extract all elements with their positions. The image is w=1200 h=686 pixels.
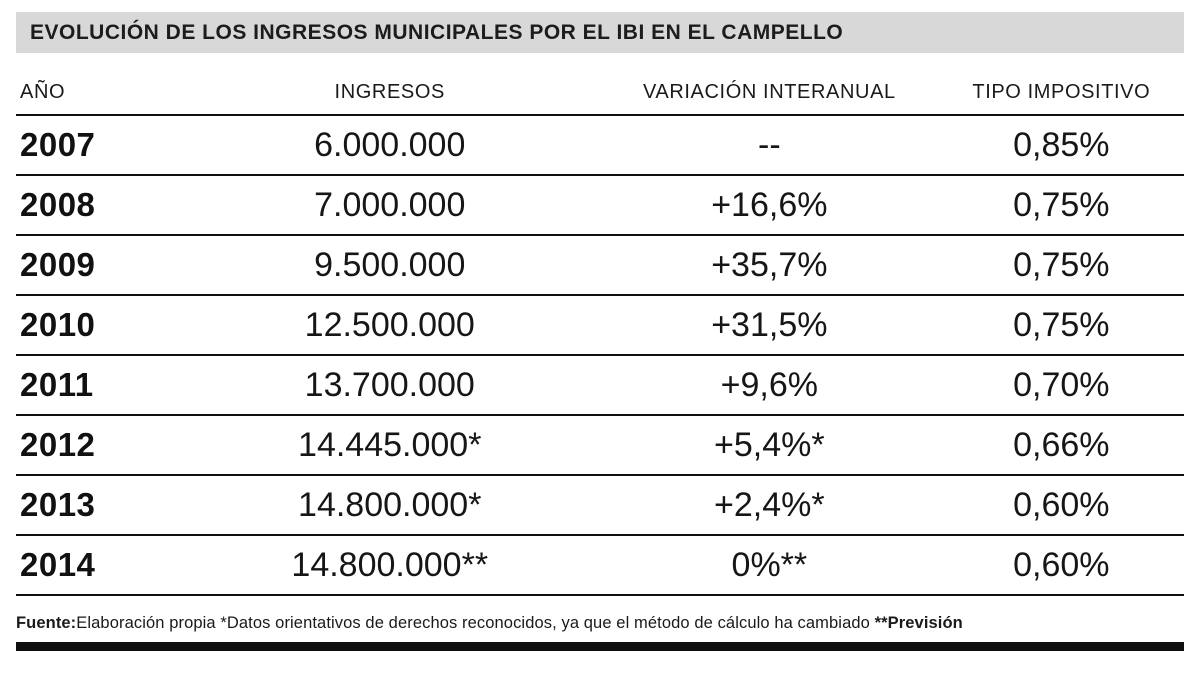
column-header-year: AÑO xyxy=(20,81,66,103)
bottom-rule-bar xyxy=(16,642,1184,651)
source-text: Elaboración propia xyxy=(76,614,221,632)
tipo-cell: 0,75% xyxy=(1013,245,1110,284)
ingresos-cell: 7.000.000 xyxy=(314,185,466,224)
source-label: Fuente: xyxy=(16,614,77,632)
variacion-cell: +5,4%* xyxy=(714,425,825,464)
ingresos-cell: 9.500.000 xyxy=(314,245,466,284)
variacion-cell: +35,7% xyxy=(711,245,828,284)
tipo-cell: 0,85% xyxy=(1013,125,1110,164)
variacion-cell: -- xyxy=(758,125,781,164)
table-row: 2007 6.000.000 -- 0,85% xyxy=(16,116,1184,176)
ingresos-cell: 6.000.000 xyxy=(314,125,466,164)
tipo-cell: 0,60% xyxy=(1013,485,1110,524)
column-header-variacion: VARIACIÓN INTERANUAL xyxy=(642,81,896,103)
year-cell: 2012 xyxy=(20,426,96,463)
year-cell: 2011 xyxy=(20,366,94,403)
ingresos-cell: 12.500.000 xyxy=(304,305,475,344)
variacion-cell: +31,5% xyxy=(711,305,828,344)
asterisk-note: *Datos orientativos de derechos reconoci… xyxy=(220,614,875,632)
page-title: EVOLUCIÓN DE LOS INGRESOS MUNICIPALES PO… xyxy=(16,12,1184,53)
ingresos-cell: 13.700.000 xyxy=(304,365,475,404)
ingresos-cell: 14.445.000* xyxy=(298,425,482,464)
table-row: 2011 13.700.000 +9,6% 0,70% xyxy=(16,356,1184,416)
tipo-cell: 0,75% xyxy=(1013,305,1110,344)
year-cell: 2014 xyxy=(20,546,96,583)
table-row: 2012 14.445.000* +5,4%* 0,66% xyxy=(16,416,1184,476)
variacion-cell: 0%** xyxy=(731,545,808,584)
tipo-cell: 0,75% xyxy=(1013,185,1110,224)
table-row: 2013 14.800.000* +2,4%* 0,60% xyxy=(16,476,1184,536)
year-cell: 2010 xyxy=(20,306,96,343)
source-note: Fuente:Elaboración propia *Datos orienta… xyxy=(16,614,1184,633)
table-header-row: AÑO INGRESOS VARIACIÓN INTERANUAL TIPO I… xyxy=(16,81,1184,116)
column-header-ingresos: INGRESOS xyxy=(334,81,445,103)
table-row: 2008 7.000.000 +16,6% 0,75% xyxy=(16,176,1184,236)
year-cell: 2009 xyxy=(20,246,96,283)
column-header-tipo: TIPO IMPOSITIVO xyxy=(972,81,1151,103)
tipo-cell: 0,66% xyxy=(1013,425,1110,464)
double-asterisk-note: **Previsión xyxy=(874,614,963,632)
variacion-cell: +16,6% xyxy=(711,185,828,224)
tipo-cell: 0,60% xyxy=(1013,545,1110,584)
table-row: 2014 14.800.000** 0%** 0,60% xyxy=(16,536,1184,596)
ingresos-cell: 14.800.000** xyxy=(291,545,489,584)
table-row: 2010 12.500.000 +31,5% 0,75% xyxy=(16,296,1184,356)
ingresos-cell: 14.800.000* xyxy=(298,485,482,524)
variacion-cell: +2,4%* xyxy=(714,485,825,524)
year-cell: 2007 xyxy=(20,126,96,163)
variacion-cell: +9,6% xyxy=(720,365,819,404)
tipo-cell: 0,70% xyxy=(1013,365,1110,404)
year-cell: 2008 xyxy=(20,186,96,223)
table-row: 2009 9.500.000 +35,7% 0,75% xyxy=(16,236,1184,296)
year-cell: 2013 xyxy=(20,486,96,523)
